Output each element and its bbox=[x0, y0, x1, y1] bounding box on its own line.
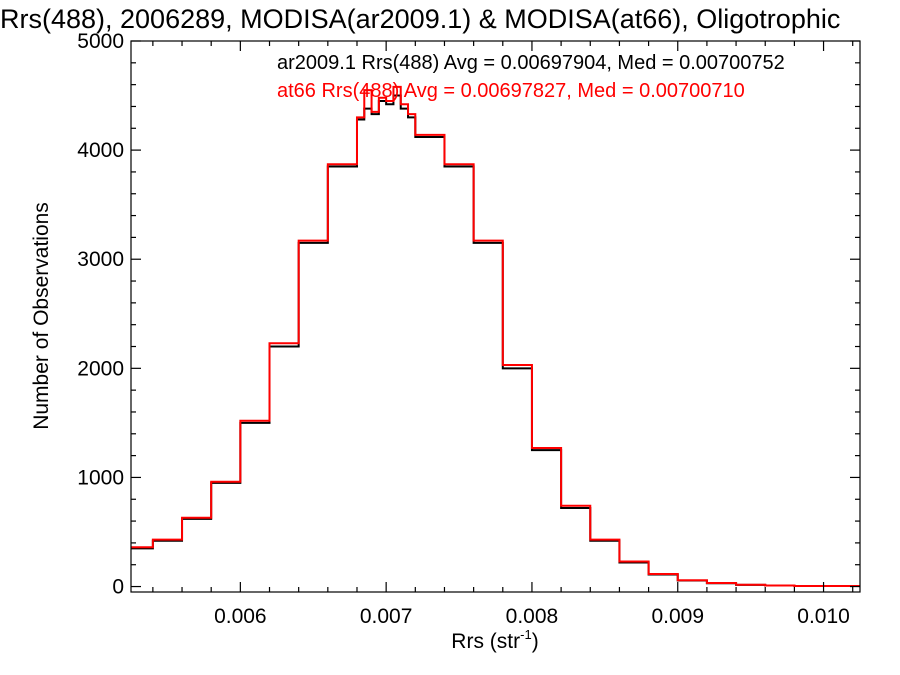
x-tick-label: 0.007 bbox=[360, 605, 413, 628]
series-line-at66 bbox=[131, 85, 860, 587]
chart-title: Rrs(488), 2006289, MODISA(ar2009.1) & MO… bbox=[0, 4, 840, 34]
y-tick-label: 2000 bbox=[77, 357, 124, 380]
y-tick-label: 3000 bbox=[77, 248, 124, 271]
x-tick-label: 0.006 bbox=[214, 605, 267, 628]
y-tick-label: 1000 bbox=[77, 466, 124, 489]
plot-frame bbox=[130, 40, 861, 593]
x-tick-label: 0.010 bbox=[797, 605, 850, 628]
y-axis-label: Number of Observations bbox=[30, 202, 53, 430]
series-line-ar2009.1 bbox=[131, 94, 860, 587]
legend-entry-at66: at66 Rrs(488) Avg = 0.00697827, Med = 0.… bbox=[277, 80, 745, 102]
legend-entry-ar2009: ar2009.1 Rrs(488) Avg = 0.00697904, Med … bbox=[277, 52, 785, 74]
x-axis-label-superscript: -1 bbox=[520, 627, 532, 642]
x-tick-label: 0.009 bbox=[651, 605, 704, 628]
y-tick-label: 4000 bbox=[77, 139, 124, 162]
y-tick-label: 5000 bbox=[77, 30, 124, 53]
x-tick-label: 0.008 bbox=[506, 605, 559, 628]
x-axis-label-base: Rrs (str bbox=[451, 630, 520, 653]
y-tick-label: 0 bbox=[112, 576, 124, 599]
x-axis-label: Rrs (str-1) bbox=[451, 627, 538, 653]
x-axis-label-close: ) bbox=[532, 630, 539, 653]
